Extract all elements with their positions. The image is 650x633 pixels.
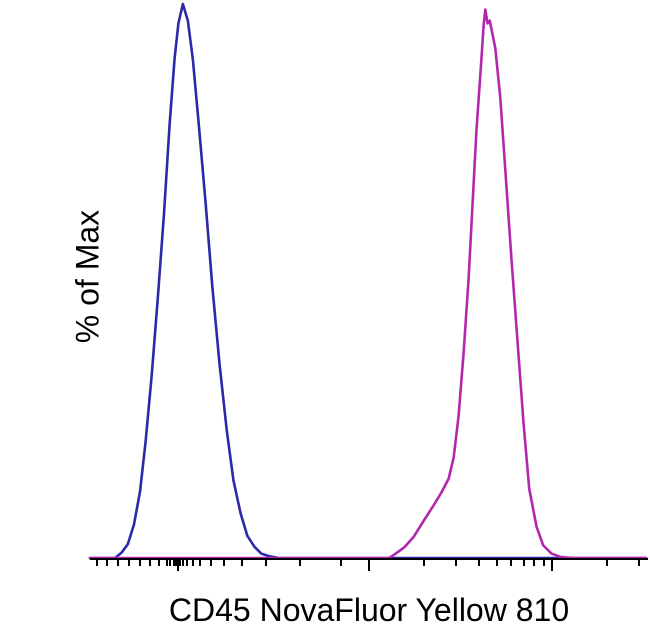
- x-axis-tick: [298, 560, 301, 566]
- x-axis-tick: [166, 560, 168, 566]
- x-axis-tick: [423, 560, 426, 566]
- x-axis-tick: [178, 560, 181, 566]
- x-axis-tick: [181, 560, 184, 566]
- x-axis-tick: [149, 560, 152, 566]
- x-axis-tick: [367, 560, 371, 571]
- x-axis-tick: [199, 560, 202, 566]
- x-axis-tick: [265, 560, 268, 566]
- x-axis-tick: [638, 560, 641, 566]
- x-axis-tick: [510, 560, 513, 566]
- x-axis-tick: [209, 560, 212, 566]
- x-axis-tick: [340, 560, 343, 566]
- blue-histogram-curve: [90, 4, 646, 558]
- x-axis-tick: [105, 560, 108, 566]
- x-axis-tick: [95, 560, 98, 566]
- x-axis-tick: [523, 560, 526, 566]
- x-axis-tick: [176, 560, 180, 571]
- x-axis-tick: [191, 560, 194, 566]
- x-axis-tick: [240, 560, 243, 566]
- x-axis-tick: [542, 560, 545, 566]
- x-axis-tick: [139, 560, 142, 566]
- x-axis-line: [90, 558, 648, 560]
- x-axis-tick: [606, 560, 609, 566]
- x-axis-tick: [169, 560, 172, 566]
- x-axis-tick: [186, 560, 189, 566]
- x-axis-tick: [533, 560, 536, 566]
- x-axis-tick: [172, 560, 175, 566]
- histogram-curves-svg: [90, 4, 646, 558]
- x-axis-tick: [158, 560, 161, 566]
- x-axis-tick: [550, 560, 554, 571]
- x-axis-tick: [116, 560, 119, 566]
- magenta-histogram-curve: [90, 10, 646, 558]
- x-axis-tick: [455, 560, 458, 566]
- plot-area: [90, 4, 646, 558]
- x-axis-tick: [477, 560, 480, 566]
- x-axis-ticks: [90, 560, 648, 574]
- x-axis-label: CD45 NovaFluor Yellow 810: [168, 592, 570, 628]
- x-axis-tick: [174, 560, 177, 566]
- x-axis-tick: [222, 560, 225, 566]
- x-axis-tick: [128, 560, 131, 566]
- x-axis-tick: [495, 560, 498, 566]
